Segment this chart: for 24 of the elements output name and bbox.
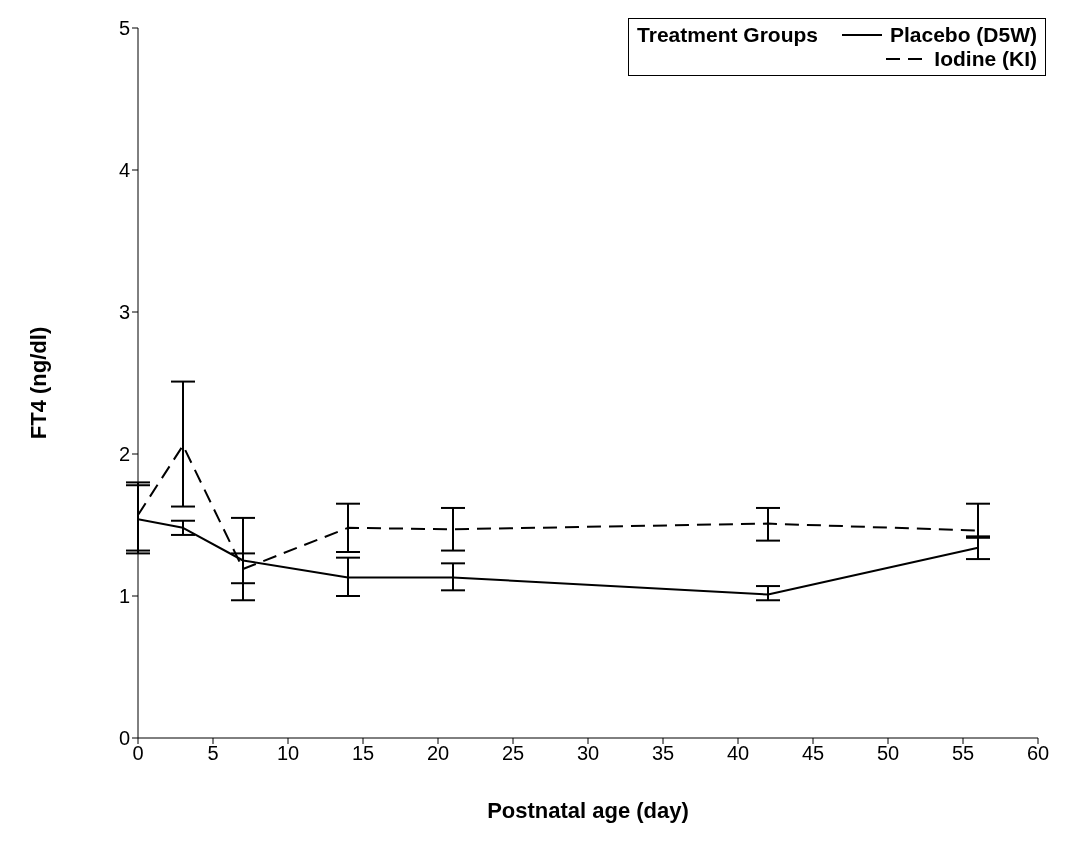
legend-label: Placebo (D5W) <box>889 23 1037 47</box>
x-tick-label: 25 <box>501 742 525 765</box>
y-tick-label: 4 <box>118 159 130 182</box>
x-axis-title: Postnatal age (day) <box>487 798 689 823</box>
x-tick-label: 40 <box>726 742 750 765</box>
y-tick-label: 3 <box>118 301 130 324</box>
x-tick-label: 60 <box>1026 742 1050 765</box>
x-tick-label: 55 <box>951 742 975 765</box>
y-tick-label: 0 <box>118 727 130 750</box>
legend-title: Treatment Groups <box>637 23 818 48</box>
y-tick-label: 5 <box>118 17 130 40</box>
x-tick-label: 20 <box>426 742 450 765</box>
x-tick-label: 50 <box>876 742 900 765</box>
legend-label: Iodine (KI) <box>934 47 1037 71</box>
x-tick-label: 30 <box>576 742 600 765</box>
x-tick-label: 0 <box>132 742 144 765</box>
x-tick-label: 15 <box>351 742 375 765</box>
x-tick-label: 5 <box>207 742 219 765</box>
y-tick-label: 1 <box>118 585 130 608</box>
x-tick-label: 10 <box>276 742 300 765</box>
y-tick-label: 2 <box>118 443 130 466</box>
x-tick-label: 35 <box>651 742 675 765</box>
y-axis-title: FT4 (ng/dl) <box>25 326 51 440</box>
x-tick-label: 45 <box>801 742 825 765</box>
